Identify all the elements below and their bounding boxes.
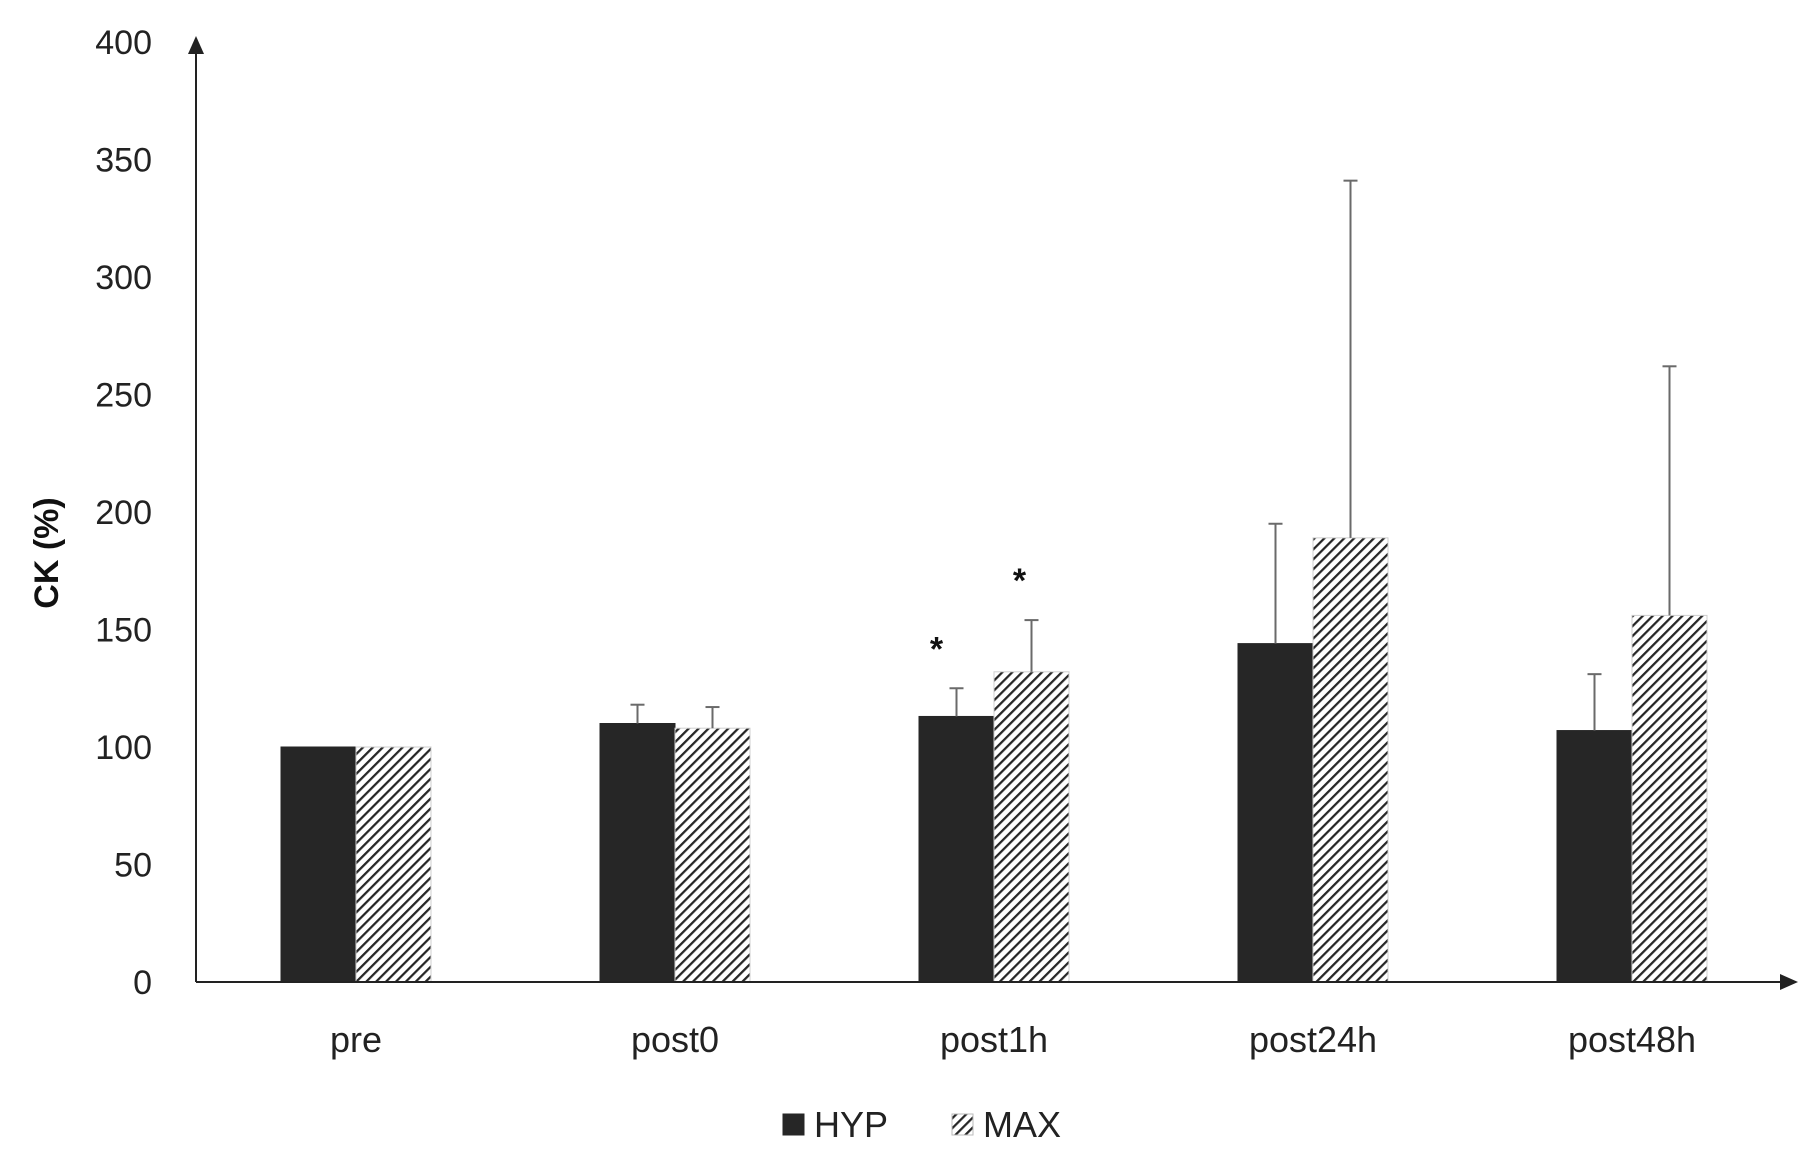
bar-hyp-pre bbox=[280, 746, 357, 983]
bar-max-post24h bbox=[1312, 537, 1389, 983]
legend-swatch-max bbox=[951, 1113, 974, 1136]
y-axis-title: CK (%) bbox=[28, 497, 66, 608]
axes-layer bbox=[188, 36, 1798, 990]
y-tick-label-300: 300 bbox=[95, 259, 152, 297]
y-tick-label-400: 400 bbox=[95, 24, 152, 62]
y-tick-label-350: 350 bbox=[95, 142, 152, 180]
x-tick-label-post1h: post1h bbox=[940, 1019, 1048, 1060]
y-tick-label-150: 150 bbox=[95, 612, 152, 650]
bar-max-post0 bbox=[674, 727, 751, 983]
error-bars-layer bbox=[630, 179, 1677, 731]
significance-marker-max-post1h: * bbox=[1013, 562, 1027, 600]
legend: HYP MAX bbox=[782, 1104, 1061, 1145]
x-tick-label-pre: pre bbox=[330, 1019, 382, 1060]
labels-layer: pre post0 post1h post24h post48h * * 0 50 100 150 2… bbox=[28, 24, 1696, 1060]
y-tick-label-100: 100 bbox=[95, 729, 152, 767]
y-tick-label-200: 200 bbox=[95, 494, 152, 532]
x-tick-label-post0: post0 bbox=[631, 1019, 719, 1060]
y-tick-label-250: 250 bbox=[95, 377, 152, 415]
legend-swatch-hyp bbox=[782, 1113, 805, 1136]
x-tick-label-post24h: post24h bbox=[1249, 1019, 1377, 1060]
legend-label-hyp: HYP bbox=[814, 1104, 888, 1145]
x-tick-label-post48h: post48h bbox=[1568, 1019, 1696, 1060]
bar-max-post1h bbox=[993, 671, 1070, 983]
bar-hyp-post24h bbox=[1237, 643, 1314, 983]
y-tick-label-50: 50 bbox=[114, 847, 152, 885]
bar-max-post48h bbox=[1631, 614, 1708, 983]
bar-hyp-post48h bbox=[1556, 730, 1633, 983]
bar-hyp-post0 bbox=[599, 723, 676, 983]
significance-marker-hyp-post1h: * bbox=[930, 630, 944, 668]
bars-layer bbox=[280, 537, 1708, 983]
y-tick-label-0: 0 bbox=[133, 964, 152, 1002]
bar-hyp-post1h bbox=[918, 715, 995, 983]
legend-label-max: MAX bbox=[983, 1104, 1061, 1145]
bar-max-pre bbox=[355, 746, 432, 983]
